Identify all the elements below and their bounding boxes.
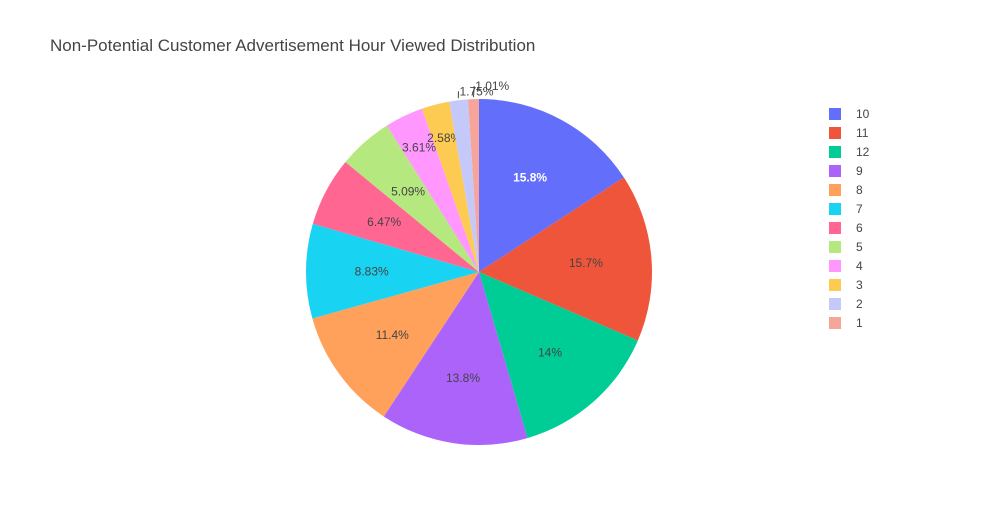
pie-slice-7[interactable] <box>305 223 479 319</box>
legend-item-4[interactable]: 4 <box>829 259 863 273</box>
legend-item-2[interactable]: 2 <box>829 297 863 311</box>
leader-line-1 <box>473 86 475 98</box>
legend-label-2: 2 <box>856 297 863 311</box>
legend-item-1[interactable]: 1 <box>829 316 863 330</box>
pie-slice-10[interactable] <box>479 99 624 272</box>
legend: 10 11 12 9 8 7 6 5 4 3 2 1 <box>829 107 870 330</box>
pie-slice-6[interactable] <box>312 162 479 272</box>
legend-label-12: 12 <box>856 145 870 159</box>
slice-label-1: 1.01% <box>475 79 509 93</box>
slice-label-10: 15.8% <box>513 171 547 185</box>
legend-swatch-8 <box>829 184 841 196</box>
slice-label-9: 13.8% <box>446 371 480 385</box>
legend-swatch-2 <box>829 298 841 310</box>
pie-group: 15.8% 15.7% 14% 13.8% 11.4% 8.83% 6.47% 5.09% 3.… <box>305 79 652 446</box>
legend-label-10: 10 <box>856 107 870 121</box>
legend-item-7[interactable]: 7 <box>829 202 863 216</box>
pie-slice-12[interactable] <box>479 272 638 439</box>
pie-slice-3[interactable] <box>422 101 479 272</box>
pie-slice-8[interactable] <box>312 272 479 417</box>
legend-label-7: 7 <box>856 202 863 216</box>
legend-swatch-10 <box>829 108 841 120</box>
slice-label-11: 15.7% <box>569 256 603 270</box>
legend-item-3[interactable]: 3 <box>829 278 863 292</box>
legend-swatch-3 <box>829 279 841 291</box>
legend-label-9: 9 <box>856 164 863 178</box>
slice-label-5: 5.09% <box>391 185 425 199</box>
legend-item-9[interactable]: 9 <box>829 164 863 178</box>
slice-label-12: 14% <box>538 345 562 359</box>
legend-label-4: 4 <box>856 259 863 273</box>
legend-item-8[interactable]: 8 <box>829 183 863 197</box>
slice-label-8: 11.4% <box>376 328 409 342</box>
slice-label-2: 1.75% <box>460 84 494 98</box>
legend-swatch-9 <box>829 165 841 177</box>
legend-swatch-12 <box>829 146 841 158</box>
legend-label-8: 8 <box>856 183 863 197</box>
slice-label-7: 8.83% <box>355 264 389 278</box>
legend-item-10[interactable]: 10 <box>829 107 870 121</box>
slice-label-6: 6.47% <box>367 215 401 229</box>
legend-swatch-4 <box>829 260 841 272</box>
pie-slice-9[interactable] <box>383 272 528 446</box>
legend-label-6: 6 <box>856 221 863 235</box>
chart-title: Non-Potential Customer Advertisement Hou… <box>50 36 535 55</box>
legend-label-11: 11 <box>856 126 869 140</box>
pie-slice-1[interactable] <box>468 99 479 272</box>
pie-slice-4[interactable] <box>386 108 479 272</box>
legend-swatch-7 <box>829 203 841 215</box>
pie-slice-11[interactable] <box>479 177 652 341</box>
legend-label-5: 5 <box>856 240 863 254</box>
legend-item-12[interactable]: 12 <box>829 145 870 159</box>
legend-item-11[interactable]: 11 <box>829 126 869 140</box>
pie-slice-2[interactable] <box>449 99 479 272</box>
legend-item-5[interactable]: 5 <box>829 240 863 254</box>
legend-swatch-5 <box>829 241 841 253</box>
legend-swatch-11 <box>829 127 841 139</box>
slice-label-3: 2.58% <box>427 131 461 145</box>
legend-swatch-1 <box>829 317 841 329</box>
pie-slice-5[interactable] <box>345 125 479 273</box>
slice-label-4: 3.61% <box>402 140 436 154</box>
legend-item-6[interactable]: 6 <box>829 221 863 235</box>
legend-label-3: 3 <box>856 278 863 292</box>
legend-swatch-6 <box>829 222 841 234</box>
legend-label-1: 1 <box>856 316 863 330</box>
